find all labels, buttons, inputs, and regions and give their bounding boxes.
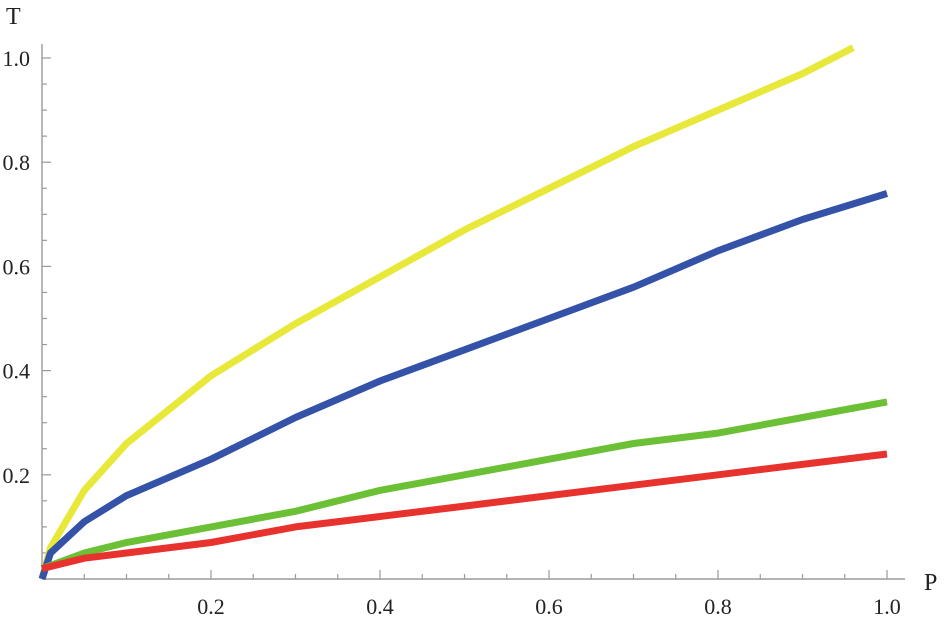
y-tick-label: 0.6 <box>3 254 31 279</box>
y-tick-label: 1.0 <box>3 46 31 71</box>
tick-labels: 0.2 0.4 0.6 0.8 1.0 0.2 0.4 0.6 0.8 1.0 <box>3 46 901 619</box>
axes <box>41 44 905 580</box>
x-tick-label: 1.0 <box>873 594 901 619</box>
y-tick-label: 0.8 <box>3 150 31 175</box>
tick-marks <box>42 57 888 579</box>
series-line-4 <box>41 450 888 572</box>
series-line-2 <box>38 190 889 581</box>
x-tick-label: 0.2 <box>197 594 225 619</box>
series-lines <box>38 44 889 581</box>
y-tick-label: 0.2 <box>3 463 31 488</box>
series-line-1 <box>38 44 855 580</box>
series-line-3 <box>40 398 888 572</box>
x-tick-label: 0.8 <box>704 594 732 619</box>
y-axis-label: T <box>6 4 21 30</box>
x-tick-label: 0.6 <box>535 594 563 619</box>
y-tick-label: 0.4 <box>3 359 31 384</box>
x-axis-label: P <box>924 570 937 596</box>
x-tick-label: 0.4 <box>366 594 394 619</box>
